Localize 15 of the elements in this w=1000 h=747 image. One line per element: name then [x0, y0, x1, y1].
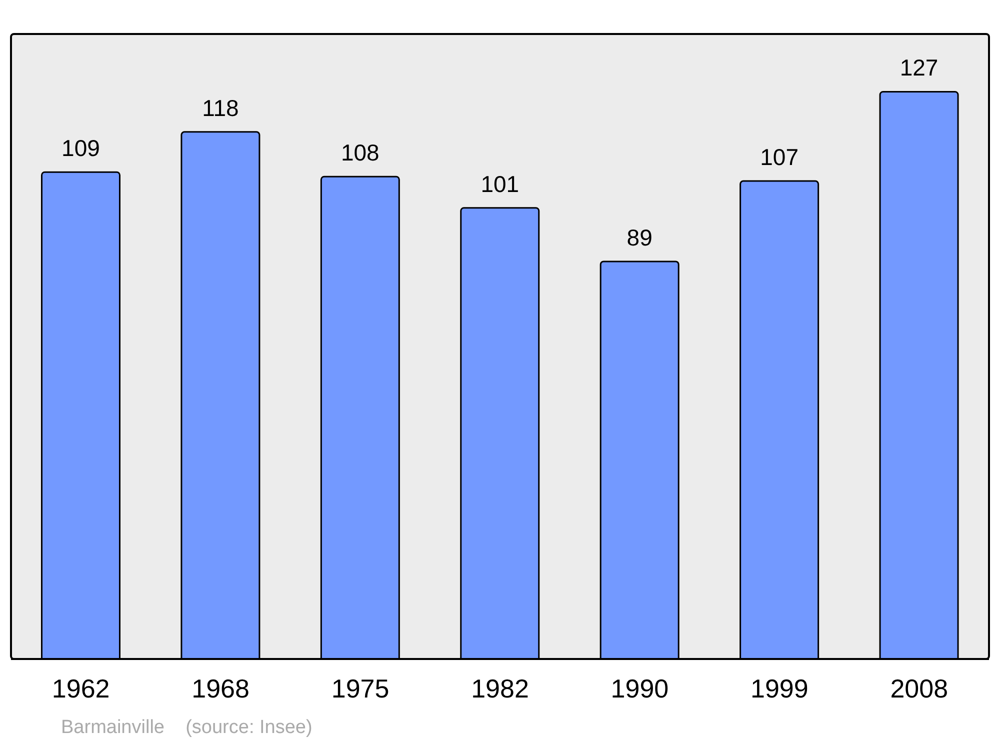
- data-label: 101: [480, 170, 520, 197]
- text: Barmainville (source: Insee): [61, 717, 312, 739]
- x-tick-label: 1982: [471, 673, 529, 704]
- x-tick-label: 1999: [750, 673, 808, 704]
- data-label: 89: [626, 224, 652, 250]
- x-tick-label: 1968: [192, 673, 250, 704]
- x-tick-label: 1975: [331, 673, 390, 704]
- x-tick-label: 1990: [610, 673, 669, 704]
- data-label: 108: [340, 140, 380, 166]
- data-label: 127: [900, 54, 938, 81]
- x-tick-label: 1962: [52, 673, 110, 704]
- x-tick-label: 2008: [890, 673, 948, 704]
- data-label: 109: [62, 135, 100, 162]
- data-label: 118: [202, 94, 239, 121]
- data-label: 107: [760, 144, 798, 170]
